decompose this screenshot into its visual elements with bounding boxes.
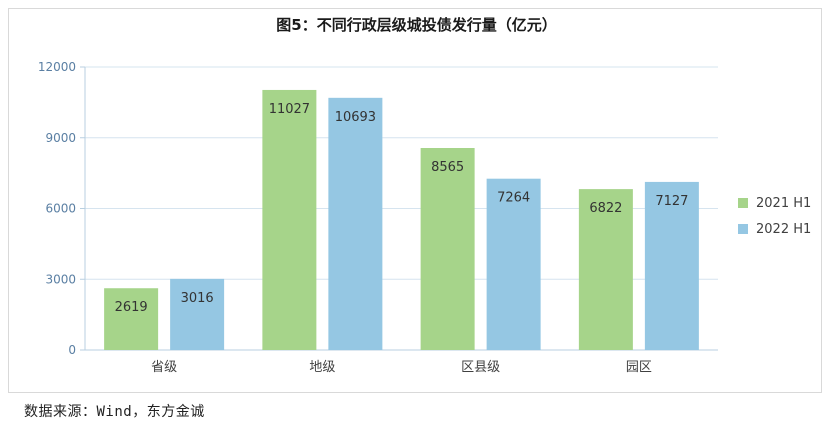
bar bbox=[578, 189, 633, 350]
bar bbox=[170, 278, 225, 350]
chart-title: 图5：不同行政层级城投债发行量（亿元） bbox=[276, 16, 557, 34]
bar bbox=[486, 178, 541, 350]
legend-swatch bbox=[738, 198, 748, 208]
x-tick-label: 区县级 bbox=[461, 360, 500, 375]
y-tick-label: 0 bbox=[68, 343, 76, 357]
data-labels: 2619 3016 11027 10693 8565 7264 6822 7127 bbox=[115, 102, 689, 315]
x-axis: 省级 地级 区县级 园区 bbox=[151, 360, 652, 375]
legend-swatch bbox=[738, 224, 748, 234]
legend-label: 2022 H1 bbox=[756, 221, 812, 237]
x-tick-label: 地级 bbox=[309, 360, 335, 375]
data-label: 6822 bbox=[589, 201, 622, 216]
bar bbox=[644, 181, 699, 350]
bar-chart: 0 3000 6000 9000 12000 省级 地级 区县级 园区 2619 3016 110… bbox=[38, 60, 718, 375]
x-tick-label: 园区 bbox=[626, 360, 652, 375]
data-label: 2619 bbox=[115, 300, 148, 315]
bars bbox=[104, 89, 699, 350]
legend-item: 2021 H1 bbox=[738, 190, 811, 216]
legend: 2021 H1 2022 H1 bbox=[738, 190, 811, 242]
legend-item: 2022 H1 bbox=[738, 216, 811, 242]
data-label: 8565 bbox=[431, 160, 464, 175]
data-label: 3016 bbox=[181, 291, 214, 306]
x-tick-label: 省级 bbox=[151, 360, 177, 375]
bar bbox=[262, 89, 317, 350]
y-tick-label: 6000 bbox=[45, 202, 76, 216]
y-tick-label: 12000 bbox=[38, 60, 76, 74]
bar bbox=[328, 97, 383, 350]
y-tick-label: 9000 bbox=[45, 131, 76, 145]
y-tick-label: 3000 bbox=[45, 272, 76, 286]
data-label: 10693 bbox=[335, 110, 376, 125]
data-label: 7127 bbox=[655, 194, 688, 209]
bar bbox=[420, 148, 475, 350]
y-axis: 0 3000 6000 9000 12000 bbox=[38, 60, 86, 357]
data-label: 7264 bbox=[497, 191, 530, 206]
bar bbox=[104, 288, 159, 350]
legend-label: 2021 H1 bbox=[756, 195, 812, 211]
data-label: 11027 bbox=[269, 102, 310, 117]
source-note: 数据来源：Wind，东方金诚 bbox=[24, 404, 205, 420]
